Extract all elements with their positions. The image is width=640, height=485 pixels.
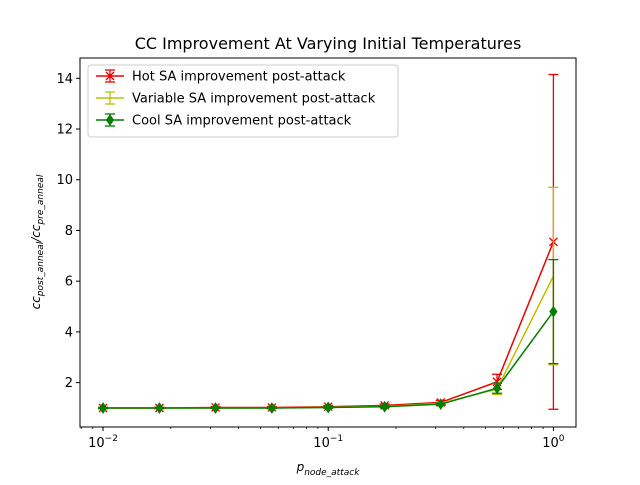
x-tick-label-exponent: −1	[330, 434, 343, 444]
data-point	[211, 402, 220, 414]
y-tick-label: 10	[56, 173, 73, 188]
y-tick-label: 12	[56, 123, 73, 138]
legend-label: Cool SA improvement post-attack	[132, 114, 352, 129]
y-axis-label-denominator-sub: pre_anneal	[36, 174, 46, 225]
chart-title: CC Improvement At Varying Initial Temper…	[135, 34, 522, 53]
x-tick-label-exponent: 0	[559, 434, 565, 444]
y-tick-label: 6	[65, 275, 73, 290]
data-point	[324, 401, 333, 414]
x-tick-label: 100	[542, 434, 565, 451]
y-tick-label: 2	[65, 376, 73, 391]
data-point	[98, 402, 108, 414]
series-line	[103, 275, 555, 409]
x-axis-label-subscript: node_attack	[304, 468, 360, 478]
y-axis-label-separator: /	[29, 236, 43, 243]
legend-box	[87, 64, 399, 138]
y-tick-label: 14	[56, 72, 73, 87]
x-tick-label-exponent: −2	[105, 434, 118, 444]
y-axis-label-numerator-sub: post_anneal	[36, 241, 46, 297]
series-line	[103, 241, 555, 409]
y-axis-label-numerator: cc	[29, 296, 43, 310]
legend-label: Variable SA improvement post-attack	[132, 92, 376, 107]
x-tick-label-base: 10	[313, 436, 330, 451]
legend-item: Variable SA improvement post-attack	[96, 91, 376, 107]
data-point	[267, 402, 276, 414]
data-point	[436, 398, 445, 411]
legend-label: Hot SA improvement post-attack	[132, 70, 346, 85]
marker-stroke	[105, 71, 115, 81]
x-tick-label: 10−1	[313, 434, 343, 451]
series-2	[98, 186, 559, 410]
series-3	[98, 258, 559, 414]
data-point	[549, 305, 558, 318]
y-tick-label: 4	[65, 325, 73, 340]
x-tick-label-base: 10	[88, 436, 105, 451]
marker-stroke	[492, 377, 502, 387]
x-tick-label-base: 10	[542, 436, 559, 451]
legend-item: Cool SA improvement post-attack	[96, 113, 352, 129]
x-tick-label: 10−2	[88, 434, 118, 451]
legend-swatch-marker	[105, 71, 115, 81]
x-axis-label-base: p	[296, 460, 305, 474]
y-axis-label: ccpost_anneal/ccpre_anneal	[29, 174, 46, 309]
series-layer	[98, 73, 559, 414]
legend-swatch-marker	[105, 114, 115, 126]
x-axis-label: pnode_attack	[296, 460, 361, 478]
data-point	[492, 382, 502, 395]
series-line	[103, 311, 555, 409]
legend: Hot SA improvement post-attack Variable S…	[87, 64, 399, 138]
y-axis-label-denominator: cc	[29, 224, 43, 238]
data-point	[155, 402, 164, 414]
data-point	[380, 400, 389, 413]
legend-item: Hot SA improvement post-attack	[96, 69, 346, 85]
y-tick-label: 8	[65, 224, 73, 239]
